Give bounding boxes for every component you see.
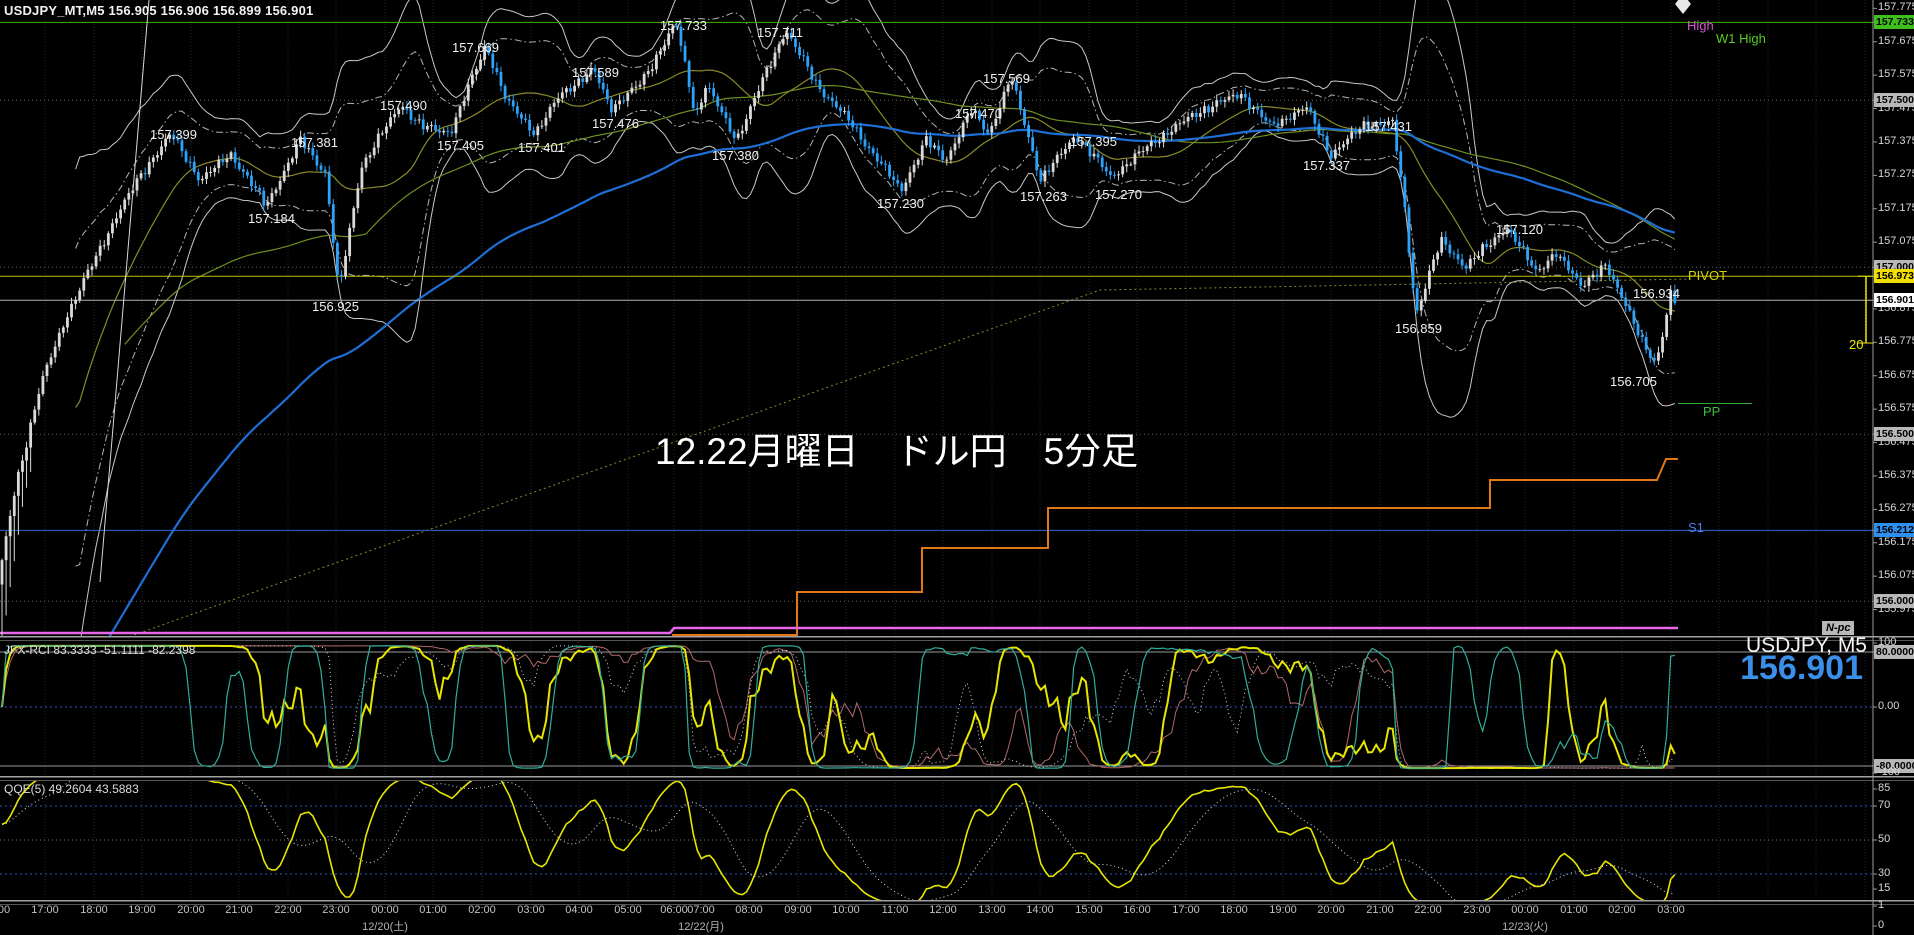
level-lines [0,21,1873,531]
qqe-indicator-label: QQE(5) 49.2604 43.5883 [4,782,139,796]
nd-indicator-badge: N-pc [1822,621,1855,635]
quote-price: 156.901 [1740,649,1863,687]
rci-lines [1,644,1676,770]
symbol-header: USDJPY_MT,M5 156.905 156.906 156.899 156… [4,3,314,18]
cursor-marker [1675,0,1691,14]
panel-separators[interactable] [0,636,1914,905]
nd-indicator-lines [0,458,1678,636]
grid-lines [0,0,1873,900]
rci-indicator-label: JFX-RCI 83.3333 -51.1111 -82.2398 [4,643,196,657]
overlay-title: 12.22月曜日 ドル円 5分足 [655,431,1139,472]
main-indicator-lines [75,0,1691,636]
qqe-guides [0,805,1873,875]
axis-tick-marks [1873,7,1877,927]
pip-ruler [1858,275,1874,344]
candlestick-series [0,20,1677,636]
qqe-lines [1,780,1676,900]
quote-symbol: USDJPY, M5 [1746,634,1867,657]
rci-rails [0,651,1873,767]
trendline [99,0,150,583]
